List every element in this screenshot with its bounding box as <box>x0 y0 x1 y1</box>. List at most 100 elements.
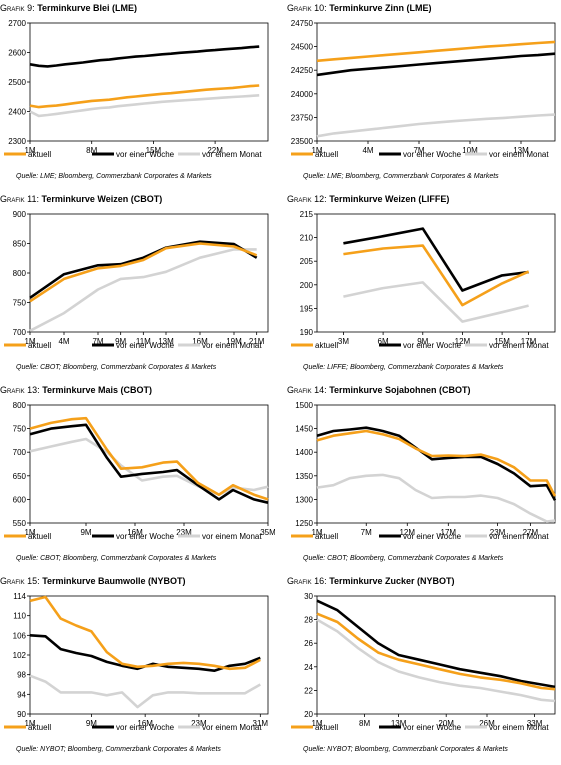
x-tick-label: 16M <box>137 719 153 728</box>
series-line-aktuell <box>316 612 556 691</box>
y-tick-label: 1300 <box>295 495 313 504</box>
legend-label: aktuell <box>315 532 338 541</box>
y-tick-label: 700 <box>13 328 27 337</box>
legend-item: aktuell <box>4 723 51 732</box>
x-tick-label: 23M <box>490 528 506 537</box>
plot-frame <box>29 22 269 142</box>
line-chart: 190 195 200 205 210 215 3M 6M 9M 12M 15M 17M aktuell… <box>291 210 556 350</box>
legend-label: vor einer Woche <box>403 150 462 159</box>
chart-number: Grafik 16: <box>287 576 327 586</box>
y-tick-label: 200 <box>300 281 314 290</box>
x-tick-label: 6M <box>378 337 389 346</box>
y-tick-label: 23500 <box>291 137 314 146</box>
legend-label: vor einem Monat <box>489 341 549 350</box>
legend-item: aktuell <box>4 150 51 159</box>
chart-source: Quelle: NYBOT; Bloomberg, Commerzbank Co… <box>16 746 221 753</box>
x-tick-label: 17M <box>441 528 457 537</box>
x-tick-label: 9M <box>115 337 126 346</box>
chart-panel: Grafik 14: Terminkurve Sojabohnen (CBOT)… <box>287 385 561 570</box>
legend-label: aktuell <box>28 150 51 159</box>
x-tick-label: 1M <box>311 528 322 537</box>
x-tick-label: 1M <box>24 528 35 537</box>
y-tick-label: 20 <box>304 710 313 719</box>
legend-label: vor einer Woche <box>116 341 175 350</box>
y-tick-label: 215 <box>300 210 314 219</box>
x-tick-label: 33M <box>527 719 543 728</box>
x-tick-label: 17M <box>521 337 537 346</box>
series-line-woche <box>29 423 269 504</box>
legend-item: vor einem Monat <box>178 723 262 732</box>
y-tick-label: 24250 <box>291 66 314 75</box>
x-tick-label: 8M <box>359 719 370 728</box>
x-tick-label: 20M <box>438 719 454 728</box>
chart-panel: Grafik 16: Terminkurve Zucker (NYBOT) 20 2… <box>287 576 561 761</box>
y-tick-label: 30 <box>304 592 313 601</box>
legend-label: aktuell <box>28 341 51 350</box>
chart-title-text: Terminkurve Sojabohnen (CBOT) <box>326 385 471 395</box>
y-tick-label: 1450 <box>295 425 313 434</box>
plot-frame <box>316 404 556 524</box>
legend-item: aktuell <box>4 532 51 541</box>
chart-number: Grafik 15: <box>0 576 40 586</box>
plot-frame <box>316 213 556 333</box>
chart-number: Grafik 11: <box>0 194 40 204</box>
chart-source: Quelle: LME; Bloomberg, Commerzbank Corp… <box>16 173 212 180</box>
y-tick-label: 800 <box>13 401 27 410</box>
x-tick-label: 26M <box>479 719 495 728</box>
x-tick-label: 11M <box>136 337 151 346</box>
line-chart: 23500 23750 24000 24250 24500 24750 1M 4M 7M 10M 1… <box>291 19 556 159</box>
y-tick-label: 2500 <box>8 78 26 87</box>
series-line-aktuell <box>29 416 269 501</box>
x-tick-label: 1M <box>311 146 322 155</box>
legend-label: aktuell <box>315 341 338 350</box>
line-chart: 20 22 24 26 28 30 1M 8M 13M 20M 26M 33M aktuell vor e… <box>291 592 556 732</box>
chart-source: Quelle: LIFFE; Bloomberg, Commerzbank Co… <box>303 364 504 371</box>
chart-title: Grafik 11: Terminkurve Weizen (CBOT) <box>0 194 162 204</box>
chart-panel: Grafik 9: Terminkurve Blei (LME) 2300 2400… <box>0 3 275 188</box>
legend-item: aktuell <box>291 532 338 541</box>
chart-panel: Grafik 13: Terminkurve Mais (CBOT) 550 600… <box>0 385 275 570</box>
chart-title-text: Terminkurve Weizen (CBOT) <box>39 194 163 204</box>
legend-item: aktuell <box>291 723 338 732</box>
legend-label: vor einer Woche <box>116 532 175 541</box>
y-tick-label: 700 <box>13 448 27 457</box>
x-tick-label: 13M <box>513 146 529 155</box>
series-line-woche <box>316 52 556 77</box>
x-tick-label: 7M <box>92 337 103 346</box>
series-line-monat <box>316 113 556 138</box>
legend-label: aktuell <box>315 723 338 732</box>
series-line-monat <box>316 473 556 523</box>
legend-item: vor einer Woche <box>379 341 462 350</box>
series-line-woche <box>316 599 556 689</box>
plot-frame <box>316 595 556 715</box>
y-tick-label: 2300 <box>8 137 26 146</box>
y-tick-label: 24 <box>304 663 313 672</box>
chart-title-text: Terminkurve Zinn (LME) <box>326 3 432 13</box>
x-tick-label: 4M <box>362 146 373 155</box>
chart-number: Grafik 9: <box>0 3 35 13</box>
legend-item: vor einem Monat <box>465 341 549 350</box>
line-chart: 550 600 650 700 750 800 1M 9M 16M 23M 35M aktuell vo… <box>4 401 275 541</box>
y-tick-label: 90 <box>17 710 26 719</box>
y-tick-label: 750 <box>13 425 27 434</box>
y-tick-label: 1400 <box>295 448 313 457</box>
y-tick-label: 110 <box>13 612 26 621</box>
legend-label: aktuell <box>28 532 51 541</box>
legend-label: vor einem Monat <box>202 341 262 350</box>
legend-item: vor einem Monat <box>178 150 262 159</box>
y-tick-label: 114 <box>13 592 26 601</box>
y-tick-label: 195 <box>300 304 314 313</box>
legend-item: vor einer Woche <box>379 723 462 732</box>
legend-item: vor einer Woche <box>92 532 175 541</box>
x-tick-label: 1M <box>24 337 35 346</box>
y-tick-label: 900 <box>13 210 27 219</box>
x-tick-label: 7M <box>361 528 372 537</box>
y-tick-label: 800 <box>13 269 27 278</box>
legend-item: aktuell <box>4 341 51 350</box>
chart-title-text: Terminkurve Baumwolle (NYBOT) <box>39 576 186 586</box>
x-tick-label: 16M <box>127 528 143 537</box>
y-tick-label: 550 <box>13 519 27 528</box>
plot-frame <box>29 404 269 524</box>
chart-title: Grafik 9: Terminkurve Blei (LME) <box>0 3 137 13</box>
y-tick-label: 102 <box>13 651 27 660</box>
